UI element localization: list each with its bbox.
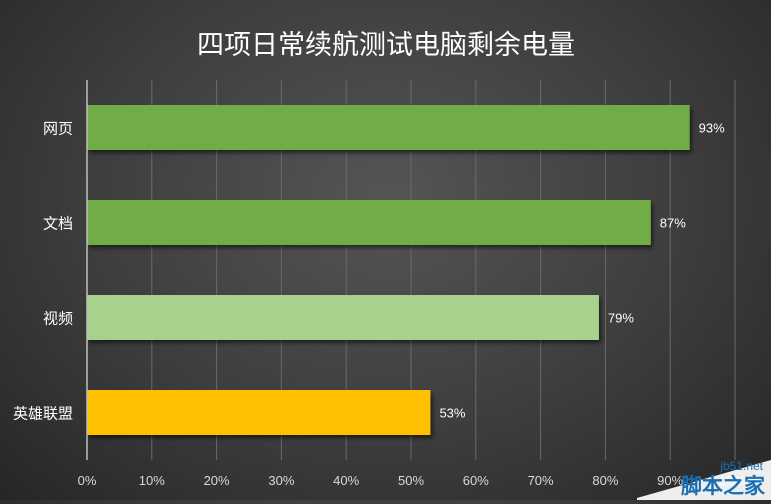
watermark: jb51.net 脚本之家 bbox=[623, 424, 771, 500]
bar bbox=[87, 200, 651, 245]
chart-title: 四项日常续航测试电脑剩余电量 bbox=[197, 30, 575, 61]
x-tick-label: 70% bbox=[528, 473, 554, 488]
category-label: 英雄联盟 bbox=[13, 405, 73, 423]
watermark-site: jb51.net bbox=[719, 459, 763, 473]
bar-value-label: 87% bbox=[660, 216, 686, 231]
bar-value-label: 53% bbox=[439, 406, 465, 421]
category-label: 网页 bbox=[43, 120, 73, 138]
x-tick-label: 10% bbox=[139, 473, 165, 488]
category-label: 视频 bbox=[43, 310, 73, 328]
bar-value-label: 79% bbox=[608, 311, 634, 326]
category-label: 文档 bbox=[43, 215, 73, 233]
x-tick-label: 0% bbox=[78, 473, 97, 488]
bar-value-label: 93% bbox=[699, 121, 725, 136]
bar bbox=[87, 105, 690, 150]
x-tick-label: 50% bbox=[398, 473, 424, 488]
bar bbox=[87, 390, 431, 435]
x-tick-label: 90% bbox=[657, 473, 683, 488]
x-tick-label: 80% bbox=[592, 473, 618, 488]
x-tick-label: 60% bbox=[463, 473, 489, 488]
x-tick-label: 20% bbox=[204, 473, 230, 488]
watermark-icon bbox=[637, 460, 771, 500]
x-tick-label: 30% bbox=[268, 473, 294, 488]
watermark-name: 脚本之家 bbox=[681, 474, 766, 498]
x-tick-label: 40% bbox=[333, 473, 359, 488]
bar bbox=[87, 295, 599, 340]
